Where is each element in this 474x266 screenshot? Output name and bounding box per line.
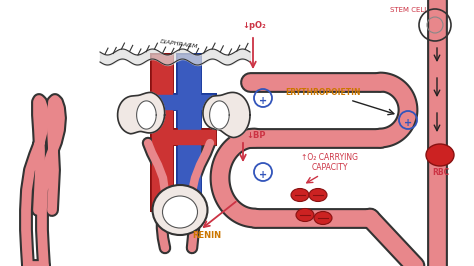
Ellipse shape	[314, 211, 332, 225]
Text: RENIN: RENIN	[192, 231, 221, 240]
Bar	[176, 53, 202, 212]
Ellipse shape	[153, 185, 208, 235]
Bar	[153, 128, 217, 146]
Ellipse shape	[291, 189, 309, 202]
Bar	[155, 95, 215, 109]
Ellipse shape	[309, 189, 327, 202]
Ellipse shape	[163, 196, 198, 228]
Ellipse shape	[296, 209, 314, 222]
Text: ↑O₂ CARRYING
CAPACITY: ↑O₂ CARRYING CAPACITY	[301, 153, 358, 172]
Ellipse shape	[426, 144, 454, 166]
Bar	[155, 130, 215, 144]
Bar	[178, 55, 200, 210]
Text: ↓pO₂: ↓pO₂	[242, 21, 266, 30]
Bar	[150, 53, 174, 212]
Bar	[152, 55, 172, 210]
Text: RBC: RBC	[432, 168, 449, 177]
Text: +: +	[259, 170, 267, 180]
Text: +: +	[259, 96, 267, 106]
Polygon shape	[118, 92, 164, 134]
Polygon shape	[203, 92, 250, 138]
Text: ERYTHROPOIETIN: ERYTHROPOIETIN	[285, 88, 361, 97]
Text: +: +	[404, 118, 412, 128]
Polygon shape	[137, 101, 156, 129]
Polygon shape	[210, 101, 229, 129]
Text: ↓BP: ↓BP	[246, 131, 265, 140]
Text: DIAPHRAGM: DIAPHRAGM	[160, 39, 199, 49]
Text: STEM CELL: STEM CELL	[390, 7, 428, 13]
Bar	[153, 93, 217, 111]
